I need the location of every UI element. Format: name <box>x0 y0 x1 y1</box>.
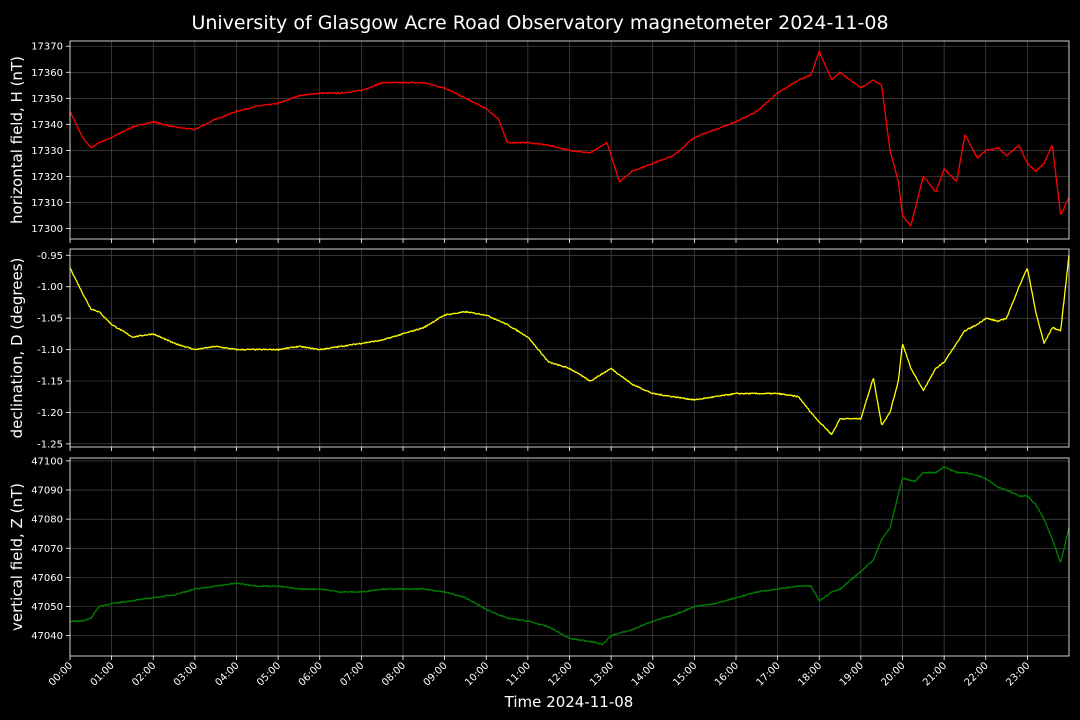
z-field-series-line <box>69 466 1070 646</box>
z-field-ytick-label-6: 47100 <box>31 456 63 467</box>
declination-ytick-label-5: -1.00 <box>37 282 63 293</box>
h-field-ytick-label-4: 17340 <box>31 120 63 131</box>
z-field-ytick-label-3: 47070 <box>31 544 63 555</box>
declination-ylabel: declination, D (degrees) <box>8 258 26 439</box>
z-field-ytick-label-5: 47090 <box>31 486 63 497</box>
h-field-ytick-label-0: 17300 <box>31 224 63 235</box>
x-axis-label: Time 2024-11-08 <box>504 693 634 711</box>
h-field-series-line <box>69 50 1070 227</box>
z-field-ytick-label-1: 47050 <box>31 602 63 613</box>
declination-series-line <box>69 255 1070 436</box>
z-field-frame <box>69 457 1070 657</box>
h-field-ytick-label-7: 17370 <box>31 42 63 53</box>
declination-panel: -1.25 -1.20 -1.15 -1.10 -1.05 -1.00 -0.95 decli… <box>8 248 1070 451</box>
h-field-ytick-label-3: 17330 <box>31 146 63 157</box>
h-field-frame <box>69 40 1070 240</box>
declination-ytick-label-0: -1.25 <box>37 439 63 450</box>
declination-frame <box>69 248 1070 448</box>
declination-ytick-label-3: -1.10 <box>37 345 63 356</box>
z-field-ytick-label-4: 47080 <box>31 515 63 526</box>
z-field-ytick-label-2: 47060 <box>31 573 63 584</box>
z-field-ylabel: vertical field, Z (nT) <box>8 483 26 631</box>
chart-title: University of Glasgow Acre Road Observat… <box>191 12 888 34</box>
z-field-ytick-label-0: 47040 <box>31 631 63 642</box>
h-field-ylabel: horizontal field, H (nT) <box>8 56 26 224</box>
h-field-ytick-label-6: 17360 <box>31 68 63 79</box>
h-field-ytick-label-2: 17320 <box>31 172 63 183</box>
declination-ytick-label-4: -1.05 <box>37 314 63 325</box>
declination-ytick-label-2: -1.15 <box>37 377 63 388</box>
h-field-panel: 17300 17310 17320 17330 17340 17350 17360 17370… <box>8 40 1070 243</box>
h-field-ytick-label-1: 17310 <box>31 198 63 209</box>
declination-ytick-label-6: -0.95 <box>37 251 63 262</box>
declination-ytick-label-1: -1.20 <box>37 408 63 419</box>
h-field-ytick-label-5: 17350 <box>31 94 63 105</box>
